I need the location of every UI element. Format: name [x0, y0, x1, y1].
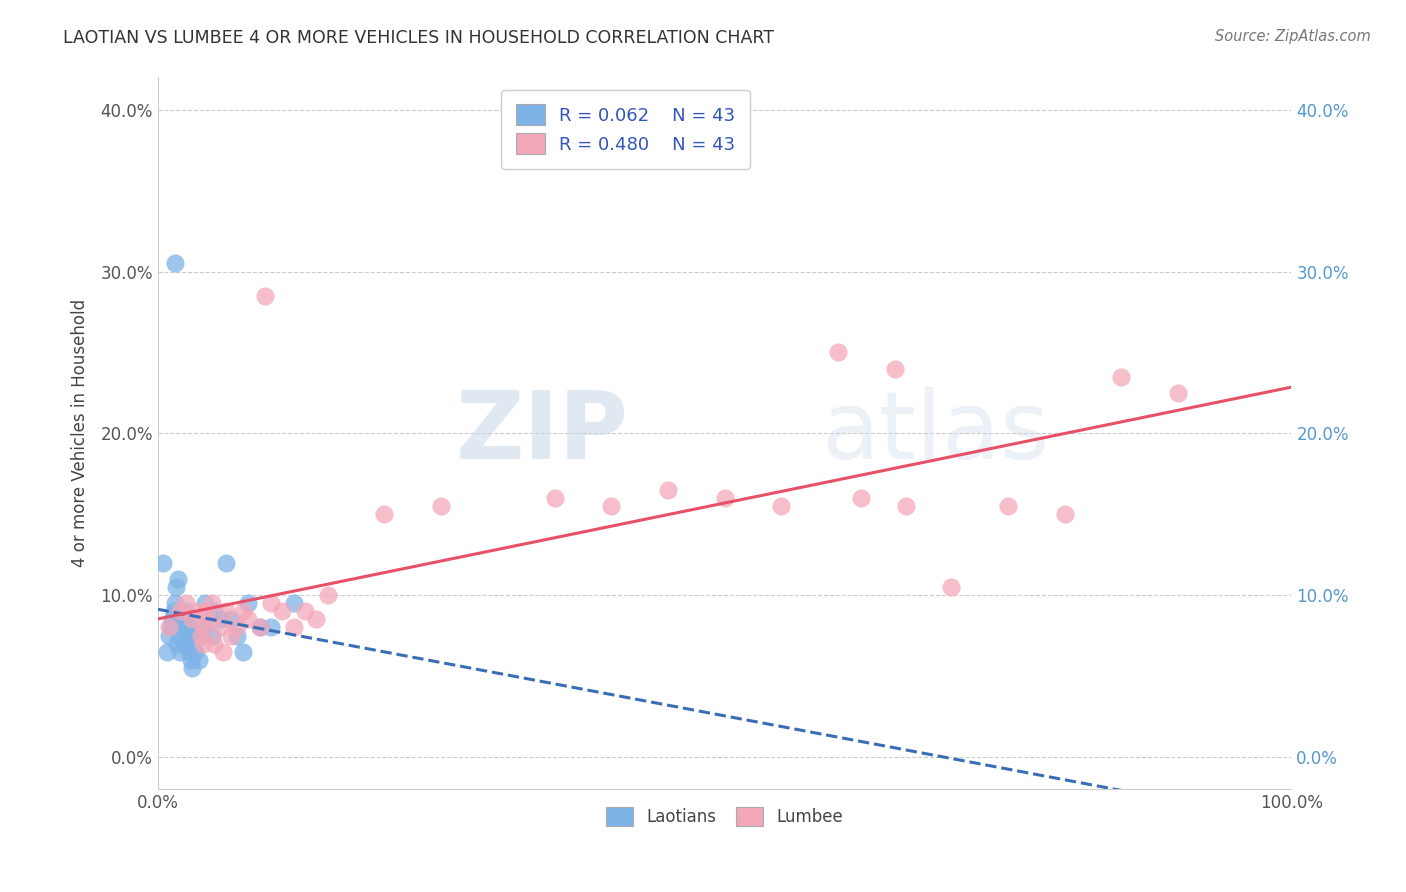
Point	[181, 628, 204, 642]
Point	[167, 572, 190, 586]
Point	[713, 491, 735, 505]
Point	[190, 628, 212, 642]
Point	[1167, 385, 1189, 400]
Point	[883, 361, 905, 376]
Point	[271, 604, 294, 618]
Point	[202, 637, 225, 651]
Point	[166, 637, 188, 651]
Point	[186, 604, 208, 618]
Point	[162, 604, 184, 618]
Point	[201, 628, 224, 642]
Point	[232, 645, 254, 659]
Point	[186, 620, 208, 634]
Point	[176, 628, 198, 642]
Point	[162, 612, 184, 626]
Point	[232, 604, 254, 618]
Point	[249, 620, 271, 634]
Point	[163, 596, 186, 610]
Point	[160, 620, 183, 634]
Point	[215, 556, 238, 570]
Point	[191, 620, 214, 634]
Text: LAOTIAN VS LUMBEE 4 OR MORE VEHICLES IN HOUSEHOLD CORRELATION CHART: LAOTIAN VS LUMBEE 4 OR MORE VEHICLES IN …	[63, 29, 775, 46]
Point	[260, 620, 283, 634]
Point	[152, 556, 174, 570]
Point	[169, 604, 191, 618]
Point	[169, 645, 191, 659]
Point	[294, 604, 316, 618]
Legend: Laotians, Lumbee: Laotians, Lumbee	[598, 798, 851, 834]
Point	[197, 612, 219, 626]
Point	[1111, 369, 1133, 384]
Point	[167, 628, 190, 642]
Point	[212, 645, 235, 659]
Point	[260, 596, 283, 610]
Point	[283, 596, 305, 610]
Point	[202, 604, 225, 618]
Point	[190, 628, 212, 642]
Point	[170, 620, 193, 634]
Point	[827, 345, 849, 359]
Y-axis label: 4 or more Vehicles in Household: 4 or more Vehicles in Household	[72, 300, 89, 567]
Text: atlas: atlas	[821, 387, 1049, 479]
Point	[209, 620, 232, 634]
Text: ZIP: ZIP	[456, 387, 628, 479]
Point	[600, 499, 623, 513]
Point	[770, 499, 793, 513]
Point	[177, 620, 200, 634]
Point	[657, 483, 679, 497]
Point	[180, 661, 202, 675]
Point	[174, 604, 197, 618]
Point	[221, 612, 243, 626]
Point	[156, 645, 179, 659]
Point	[894, 499, 917, 513]
Point	[201, 596, 224, 610]
Point	[997, 499, 1019, 513]
Point	[165, 580, 187, 594]
Point	[1053, 507, 1076, 521]
Point	[197, 612, 219, 626]
Point	[215, 604, 238, 618]
Point	[179, 645, 201, 659]
Point	[283, 620, 305, 634]
Point	[194, 596, 217, 610]
Point	[187, 653, 209, 667]
Point	[249, 620, 271, 634]
Point	[941, 580, 963, 594]
Point	[209, 612, 232, 626]
Point	[849, 491, 872, 505]
Point	[238, 596, 260, 610]
Point	[221, 628, 243, 642]
Point	[184, 645, 207, 659]
Point	[157, 620, 180, 634]
Point	[316, 588, 339, 602]
Point	[174, 596, 197, 610]
Point	[543, 491, 565, 505]
Point	[180, 653, 202, 667]
Point	[238, 612, 260, 626]
Point	[180, 612, 202, 626]
Point	[174, 612, 197, 626]
Point	[191, 637, 214, 651]
Text: Source: ZipAtlas.com: Source: ZipAtlas.com	[1215, 29, 1371, 44]
Point	[305, 612, 328, 626]
Point	[157, 628, 180, 642]
Point	[173, 637, 195, 651]
Point	[163, 256, 186, 270]
Point	[226, 628, 249, 642]
Point	[254, 289, 277, 303]
Point	[172, 612, 194, 626]
Point	[373, 507, 395, 521]
Point	[191, 620, 214, 634]
Point	[194, 604, 217, 618]
Point	[430, 499, 453, 513]
Point	[226, 620, 249, 634]
Point	[183, 637, 205, 651]
